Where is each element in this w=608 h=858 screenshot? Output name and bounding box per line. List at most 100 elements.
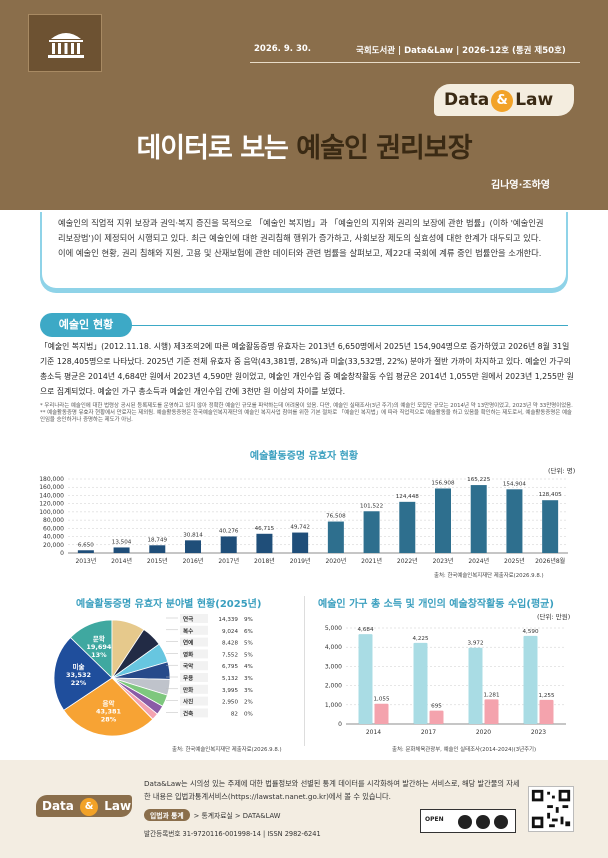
chart1-xtick: 2020년: [325, 557, 346, 565]
chart2-legend-label: 무용: [183, 674, 193, 682]
chart1-xtick: 2013년: [75, 557, 96, 565]
chart2-legend-pct: 5%: [244, 641, 253, 647]
chart2-legend-bg: [180, 637, 208, 647]
chart2-slice-label: 미술: [73, 662, 85, 671]
chart3-xtick: 2014: [366, 729, 381, 736]
chart2-legend-pct: 6%: [244, 629, 253, 635]
chart2-legend-value: 9,024: [222, 629, 238, 635]
chart3-ytick: 5,000: [325, 625, 342, 632]
chart2-legend-value: 8,428: [222, 641, 238, 647]
badge-law: Law: [515, 90, 554, 110]
chart3-bar: [484, 699, 499, 724]
chart2-legend-label: 만화: [183, 686, 194, 694]
chart1-bar: [113, 547, 130, 553]
chart1-ytick: 140,000: [39, 492, 64, 499]
chart2-slice: [63, 677, 154, 737]
chart1-bar: [435, 488, 451, 553]
chart1-value-label: 46,715: [255, 526, 275, 532]
abstract-text: 예술인의 직업적 지위 보장과 권익·복지 증진을 목적으로 「예술인 복지법」…: [58, 218, 544, 259]
chart2-legend-label: 국악: [183, 662, 194, 670]
chart2-slice-pct: 22%: [71, 679, 87, 687]
title-highlight: 예술인 권리보장: [296, 133, 472, 164]
chart1-bar: [149, 545, 166, 553]
chart1-value-label: 6,650: [78, 542, 94, 548]
chart1-xtick: 2019년: [290, 557, 311, 565]
chart2-legend-pct: 2%: [244, 700, 253, 706]
data-law-badge: Data & Law: [434, 84, 574, 116]
chart2-legend-label: 연극: [183, 615, 193, 623]
chart1-value-label: 154,904: [503, 481, 527, 487]
chart1-source: 출처: 한국예술인복지재단 제출자료(2026.9.8.): [434, 573, 544, 579]
publication-info: 국회도서관 | Data&Law | 2026-12호 (통권 제50호): [356, 46, 566, 56]
authors: 김나영·조하영: [491, 180, 550, 191]
chart3-bar: [374, 703, 389, 724]
chart1-value-label: 13,504: [112, 539, 132, 545]
chart1-ytick: 40,000: [43, 534, 64, 541]
chart2-slice-value: 19,694: [86, 643, 112, 651]
chart1-bar: [542, 500, 559, 553]
chart1-xtick: 2026년8월: [535, 557, 565, 565]
badge-data: Data: [444, 90, 490, 110]
chart2-legend-bg: [180, 625, 208, 635]
chart2-legend-value: 6,795: [222, 664, 238, 670]
footnote-1: * 우리나라는 예술인에 대한 법령상 공시된 등록제도를 운영하고 있지 않아…: [40, 403, 573, 409]
chart3-ytick: 4,000: [325, 644, 342, 651]
section-divider: [128, 325, 568, 326]
chart3-value-label: 4,590: [522, 629, 538, 635]
chart1-bar: [506, 489, 523, 553]
chart2-legend-bg: [180, 614, 208, 623]
chart1-bar: [327, 521, 344, 553]
chart1-ytick: 0: [60, 550, 64, 557]
body-paragraph: 「예술인 복지법」(2012.11.18. 시행) 제3조의2에 따른 예술활동…: [40, 342, 574, 396]
chart1-ytick: 120,000: [39, 501, 64, 508]
kogl-license-mark: OPEN: [420, 809, 516, 833]
chart1-ytick: 80,000: [43, 517, 64, 524]
chart1-value-label: 101,522: [360, 503, 383, 509]
chart1-ytick: 60,000: [43, 525, 64, 532]
qr-code-icon[interactable]: [528, 786, 574, 832]
page-title: 데이터로 보는 예술인 권리보장: [0, 126, 608, 165]
chart2-legend-label: 복수: [183, 627, 193, 635]
chart2-legend-pct: 9%: [244, 617, 253, 623]
chart3-value-label: 695: [431, 704, 442, 710]
badge-amp: &: [491, 90, 514, 112]
chart3-value-label: 3,972: [467, 641, 483, 647]
chart1-bar: [185, 540, 201, 553]
chart1-bar: [256, 533, 273, 553]
chart1-bar: [292, 532, 309, 553]
chart2-legend-label: 사진: [183, 698, 193, 706]
chart2-legend-pct: 3%: [244, 688, 253, 694]
chart2-slice-label: 문학: [93, 634, 105, 643]
chart1-value-label: 30,814: [183, 532, 203, 538]
chart3-value-label: 4,225: [412, 636, 428, 642]
chart3-source: 출처: 문화체육관광부, 예술인 실태조사(2014-2024)(3년주기): [392, 747, 537, 753]
chart1-value-label: 49,742: [290, 525, 310, 531]
chart1-bar: [220, 536, 237, 553]
chart2-legend-bg: [180, 684, 208, 694]
chart3-title: 예술인 가구 총 소득 및 개인의 예술창작활동 수입(평균): [318, 599, 554, 610]
kogl-open-text: OPEN: [425, 816, 444, 823]
chart3-bar: [358, 634, 373, 724]
chart2-legend-label: 건축: [183, 709, 193, 717]
chart2-slice: [53, 636, 113, 711]
chart3-unit: (단위: 만원): [537, 613, 571, 621]
chart1-value-label: 128,405: [539, 492, 563, 498]
chart3-grouped-bar-chart: 0 1,000 2,000 3,000 4,000 5,000 4,684 1,055 2014…: [325, 625, 566, 736]
chart1-bar: [399, 501, 416, 553]
chart2-legend-value: 2,950: [222, 700, 238, 706]
footer-intro: Data&Law는 시의성 있는 주제에 대한 법률정보와 선별된 통계 데이터…: [144, 779, 520, 801]
chart2-slice-pct: 13%: [91, 651, 107, 659]
footer-nav-label[interactable]: 입법과 통계: [144, 809, 190, 821]
chart2-legend-value: 82: [231, 711, 238, 717]
chart1-xtick: 2025년: [504, 557, 525, 565]
chart3-bar: [468, 647, 483, 724]
chart1-xtick: 2014년: [111, 557, 132, 565]
chart1-bar: [470, 485, 487, 553]
chart1-xtick: 2023년: [433, 557, 454, 565]
chart2-source: 출처: 한국예술인복지재단 제출자료(2026.9.8.): [172, 747, 282, 753]
footer-nav-path: > 통계자료실 > DATA&LAW: [193, 812, 281, 820]
footer-nav: 입법과 통계 > 통계자료실 > DATA&LAW: [144, 809, 281, 821]
chart3-ytick: 0: [338, 721, 342, 728]
chart2-legend-bg: [180, 696, 208, 706]
chart3-ytick: 3,000: [325, 663, 342, 670]
